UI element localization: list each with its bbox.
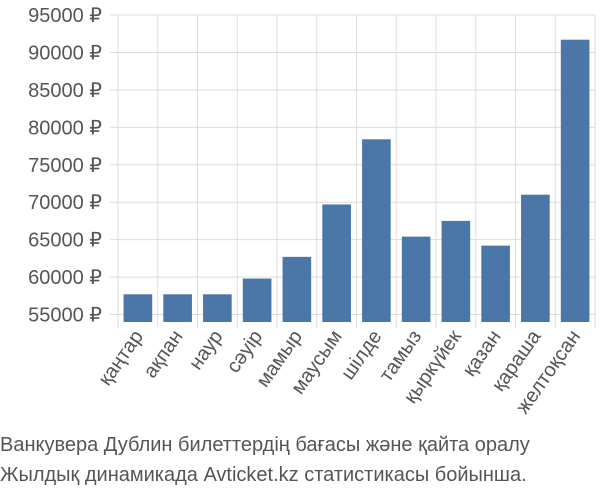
- y-tick-label: 75000 ₽: [28, 155, 102, 177]
- bar-layer: [123, 39, 590, 323]
- x-tick-label: қаңтар: [94, 326, 148, 389]
- y-tick-label: 95000 ₽: [28, 5, 102, 27]
- bar: [282, 256, 312, 322]
- bar: [481, 245, 510, 322]
- y-tick-label: 65000 ₽: [28, 230, 102, 252]
- caption-line-2: Жылдық динамикада Avticket.kz статистика…: [0, 464, 527, 486]
- y-axis-labels: 55000 ₽ 60000 ₽ 65000 ₽ 70000 ₽ 75000 ₽ 80000…: [28, 5, 102, 327]
- caption-line-1: Ванкувера Дублин билеттердің бағасы және…: [0, 434, 530, 456]
- y-tick-label: 85000 ₽: [28, 80, 102, 102]
- y-tick-label: 55000 ₽: [28, 305, 102, 327]
- bar: [203, 294, 232, 322]
- y-tick-label: 70000 ₽: [28, 192, 102, 214]
- bar: [322, 204, 351, 322]
- bar: [441, 220, 471, 322]
- bar: [521, 194, 550, 322]
- bar: [401, 236, 431, 322]
- bar: [362, 139, 391, 322]
- bar: [242, 278, 272, 322]
- chart-caption: Ванкувера Дублин билеттердің бағасы және…: [0, 430, 600, 490]
- grid-layer: [110, 14, 596, 328]
- y-tick-label: 60000 ₽: [28, 267, 102, 289]
- bar-chart: 55000 ₽ 60000 ₽ 65000 ₽ 70000 ₽ 75000 ₽ 80000…: [28, 5, 596, 418]
- chart-container: 55000 ₽ 60000 ₽ 65000 ₽ 70000 ₽ 75000 ₽ 80000…: [28, 5, 596, 418]
- bar: [560, 39, 590, 323]
- y-tick-label: 90000 ₽: [28, 42, 102, 64]
- bar: [163, 294, 192, 322]
- x-tick-label: наур: [185, 326, 228, 374]
- x-axis-labels: қаңтарақпаннаурсәуірмамырмаусымшілдетамы…: [94, 326, 585, 418]
- bar: [123, 294, 153, 322]
- x-tick-label: ақпан: [139, 326, 187, 382]
- y-tick-label: 80000 ₽: [28, 117, 102, 139]
